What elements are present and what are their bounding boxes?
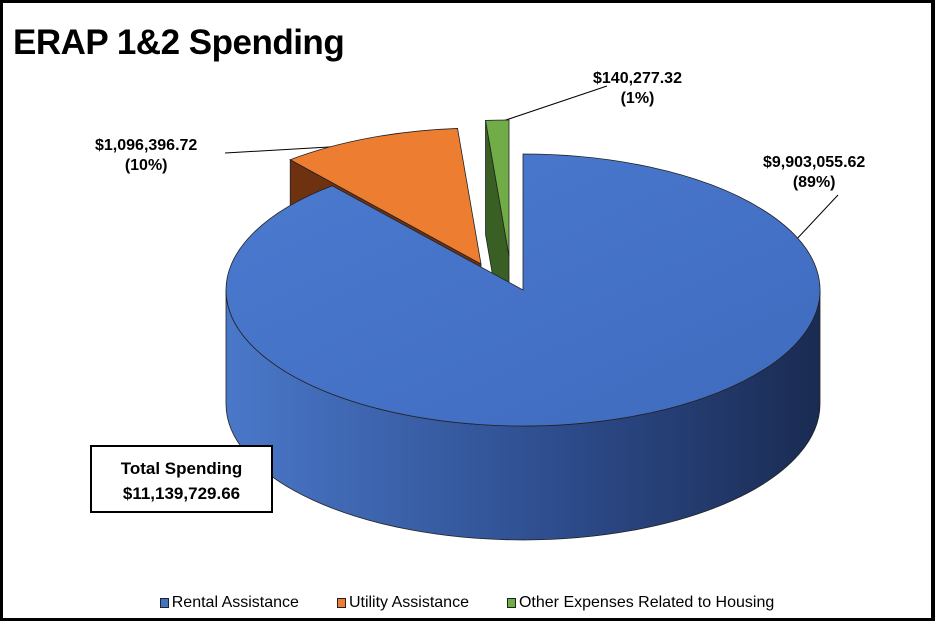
legend-label: Other Expenses Related to Housing xyxy=(518,594,775,611)
data-label-percent: (10%) xyxy=(124,157,168,174)
data-label-percent: (1%) xyxy=(620,90,655,107)
pie-slice-other-expenses xyxy=(485,119,510,257)
data-label-value: $9,903,055.62 xyxy=(763,154,866,171)
legend-item-rental-assistance[interactable]: Rental Assistance xyxy=(159,594,299,612)
legend-item-utility-assistance[interactable]: Utility Assistance xyxy=(336,594,469,612)
total-spending-value: $11,139,729.66 xyxy=(122,484,241,503)
data-label-value: $140,277.32 xyxy=(593,70,682,87)
leader-line-other-expenses xyxy=(497,85,608,124)
chart-title: ERAP 1&2 Spending xyxy=(13,23,345,62)
legend-swatch xyxy=(159,598,169,608)
total-spending-box: Total Spending $11,139,729.66 xyxy=(90,445,273,513)
legend-swatch xyxy=(506,598,516,608)
data-label-percent: (89%) xyxy=(792,174,836,191)
legend-label: Utility Assistance xyxy=(348,594,469,611)
data-label-value: $1,096,396.72 xyxy=(95,137,198,154)
data-label-other-expenses: $140,277.32 (1%) xyxy=(593,69,682,109)
data-label-utility-assistance: $1,096,396.72 (10%) xyxy=(95,136,197,176)
data-label-rental-assistance: $9,903,055.62 (89%) xyxy=(763,153,865,193)
pie-slice-utility-assistance xyxy=(289,128,482,265)
pie-chart xyxy=(224,85,839,541)
pie-slice-rental-assistance xyxy=(225,153,821,427)
total-spending-label: Total Spending xyxy=(120,459,243,478)
legend-swatch xyxy=(336,598,346,608)
legend-label: Rental Assistance xyxy=(171,594,299,611)
slice-group xyxy=(225,119,821,541)
legend-item-other-expenses[interactable]: Other Expenses Related to Housing xyxy=(506,594,775,612)
legend: Rental Assistance Utility Assistance Oth… xyxy=(3,594,931,612)
